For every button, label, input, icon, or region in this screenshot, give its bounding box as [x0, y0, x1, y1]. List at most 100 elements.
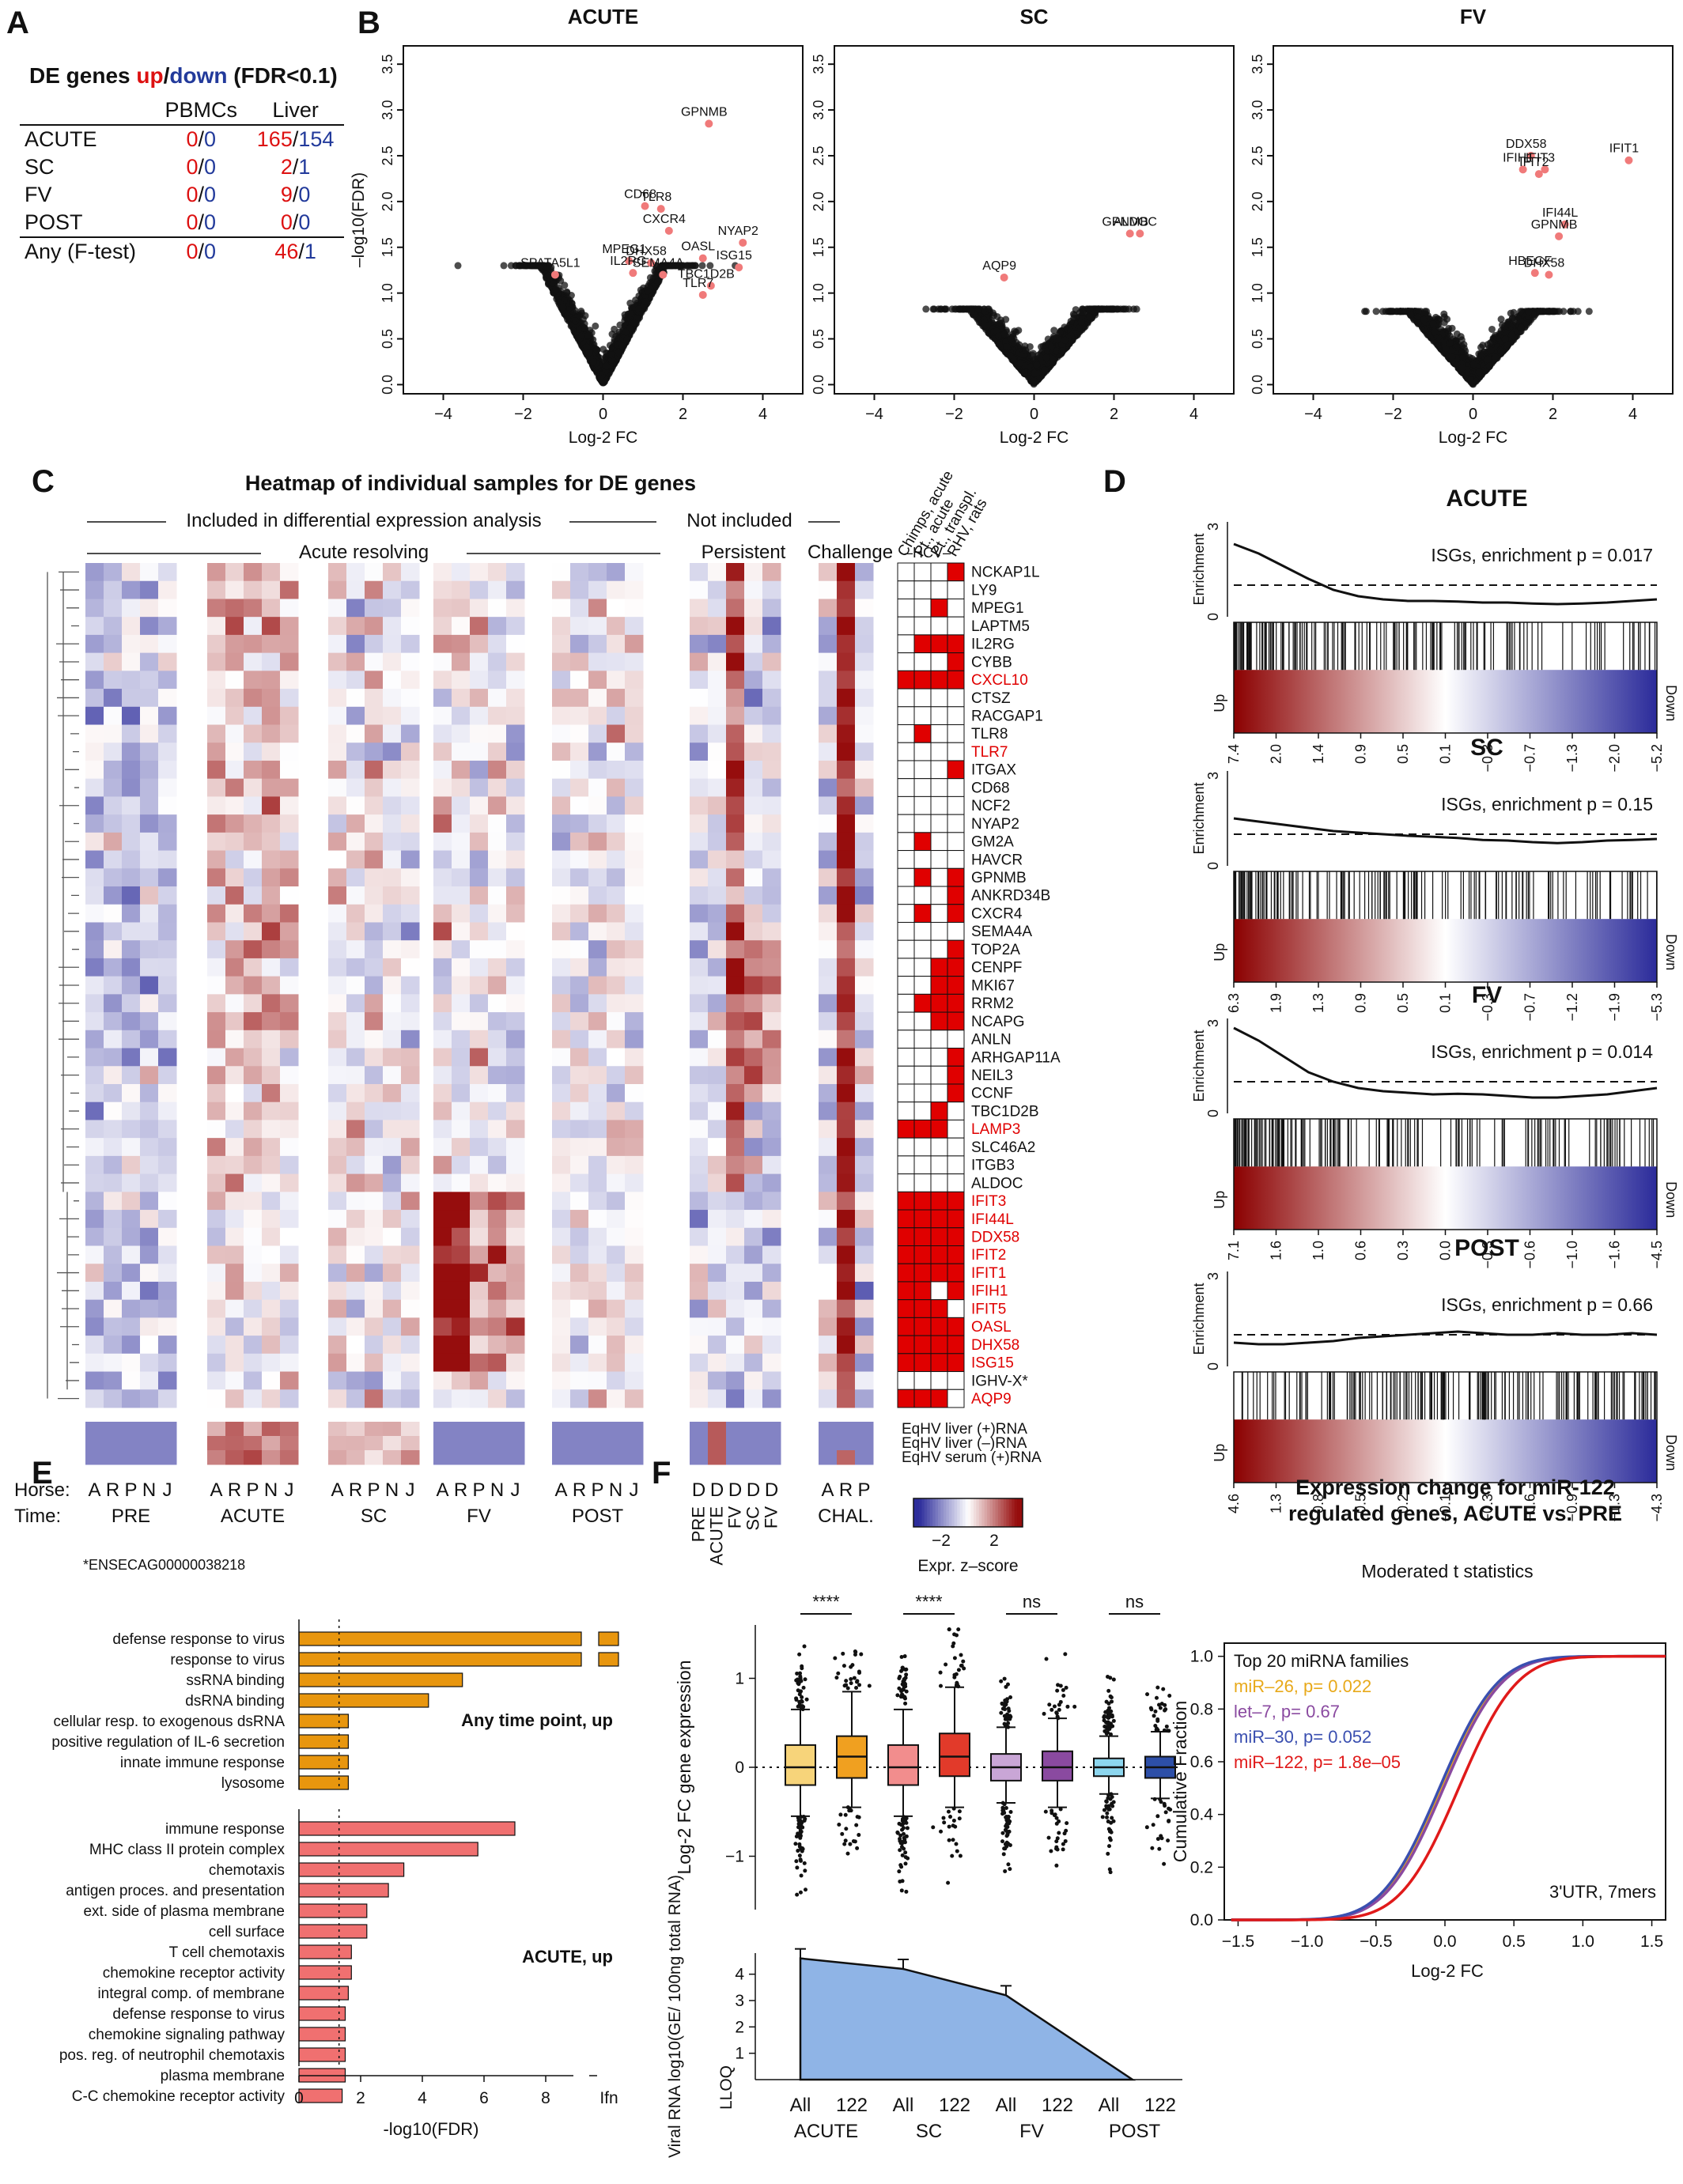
heatmap-cell — [122, 617, 141, 636]
heatmap-cell — [104, 1192, 123, 1211]
heatmap-cell — [365, 706, 384, 726]
heatmap-cell — [280, 617, 299, 636]
heatmap-cell — [122, 1281, 141, 1301]
y-tick-label: 3.5 — [811, 55, 826, 74]
heatmap-title: Heatmap of individual samples for DE gen… — [245, 471, 696, 495]
heatmap-cell — [262, 778, 281, 797]
background-point — [583, 343, 591, 351]
x-tick-label: −4 — [1304, 406, 1322, 423]
heatmap-cell — [140, 760, 159, 780]
gene-label: CD68 — [624, 188, 656, 202]
heatmap-cell — [280, 760, 299, 780]
heatmap-cell — [244, 868, 263, 887]
heatmap-cell — [85, 1245, 104, 1264]
background-point — [593, 346, 601, 353]
heatmap-cell — [140, 1353, 159, 1373]
point-cloud — [1361, 308, 1593, 388]
background-point — [1574, 308, 1582, 316]
heatmap-cell — [262, 1030, 281, 1049]
heatmap-cell — [207, 689, 226, 708]
header-acute-resolving: Acute resolving — [299, 542, 429, 563]
heatmap-cell — [244, 832, 263, 852]
heatmap-cell — [140, 1371, 159, 1390]
heatmap-cell — [346, 1030, 365, 1049]
heatmap-cell — [85, 1155, 104, 1175]
heatmap-cell — [383, 850, 402, 869]
background-point — [1508, 331, 1516, 338]
heatmap-cell — [207, 1245, 226, 1264]
background-point — [1067, 317, 1075, 325]
heatmap-cell — [244, 634, 263, 654]
heatmap-cell — [122, 1389, 141, 1408]
heatmap-cell — [280, 778, 299, 797]
header-not-included: Not included — [686, 510, 792, 531]
heatmap-cell — [104, 724, 123, 743]
heatmap-cell — [158, 1227, 177, 1246]
background-point — [623, 335, 631, 343]
x-tick-label: 0 — [1469, 406, 1477, 423]
heatmap-cell — [140, 1120, 159, 1139]
heatmap-cell — [244, 850, 263, 869]
background-point — [528, 262, 536, 270]
heatmap-cell — [207, 796, 226, 815]
heatmap-cell — [140, 958, 159, 977]
heatmap-cell — [262, 850, 281, 869]
x-tick-label: 4 — [1189, 406, 1198, 423]
heatmap-cell — [158, 724, 177, 743]
de-gene-point — [706, 282, 715, 290]
de-gene-point — [659, 270, 668, 279]
heatmap-cell — [328, 1155, 347, 1175]
heatmap-cell — [158, 1101, 177, 1120]
heatmap-cell — [262, 1353, 281, 1373]
heatmap-cell — [328, 1299, 347, 1318]
heatmap-cell — [280, 1138, 299, 1157]
x-tick-label: 4 — [1628, 406, 1637, 423]
heatmap-cell — [158, 742, 177, 761]
y-tick-label: 1.0 — [380, 283, 395, 303]
heatmap-cell — [346, 1227, 365, 1246]
heatmap-cell — [365, 1192, 384, 1211]
heatmap-cell — [140, 1210, 159, 1229]
heatmap-cell — [85, 724, 104, 743]
heatmap-cell — [244, 652, 263, 671]
heatmap-cell — [365, 1138, 384, 1157]
background-point — [1429, 320, 1437, 328]
de-gene-point — [1136, 229, 1144, 238]
heatmap-cell — [328, 958, 347, 977]
heatmap-cell — [280, 671, 299, 690]
heatmap-cell — [280, 1083, 299, 1103]
heatmap-cell — [225, 1138, 244, 1157]
background-point — [689, 262, 697, 270]
background-point — [1431, 328, 1439, 336]
background-point — [500, 262, 508, 270]
background-point — [1485, 362, 1493, 370]
panel-letter: F — [652, 1456, 671, 1491]
heatmap-cell — [225, 563, 244, 582]
background-point — [630, 319, 638, 327]
heatmap-cell — [158, 1120, 177, 1139]
heatmap-cell — [207, 778, 226, 797]
background-point — [589, 358, 597, 366]
heatmap-cell — [122, 689, 141, 708]
heatmap-cell — [365, 940, 384, 959]
de-gene-point — [739, 238, 747, 247]
heatmap-cell — [225, 706, 244, 726]
volcano-acute: ACUTE−4 −2 0 2 40.00.51.01.52.02.53.03.5Log-… — [350, 5, 804, 447]
background-point — [1086, 305, 1094, 313]
background-point — [618, 342, 626, 350]
heatmap-cell — [104, 1227, 123, 1246]
background-point — [1492, 353, 1500, 361]
heatmap-cell — [346, 814, 365, 833]
heatmap-cell — [225, 1048, 244, 1067]
heatmap-cell — [346, 1389, 365, 1408]
heatmap-cell — [346, 1173, 365, 1192]
heatmap-cell — [244, 580, 263, 599]
heatmap-cell — [383, 904, 402, 923]
de-gene-point — [641, 202, 649, 210]
heatmap-cell — [262, 742, 281, 761]
heatmap-cell — [346, 976, 365, 995]
background-point — [1448, 324, 1456, 332]
gene-label: NYAP2 — [718, 225, 758, 238]
heatmap-cell — [85, 994, 104, 1013]
heatmap-cell — [140, 1281, 159, 1301]
